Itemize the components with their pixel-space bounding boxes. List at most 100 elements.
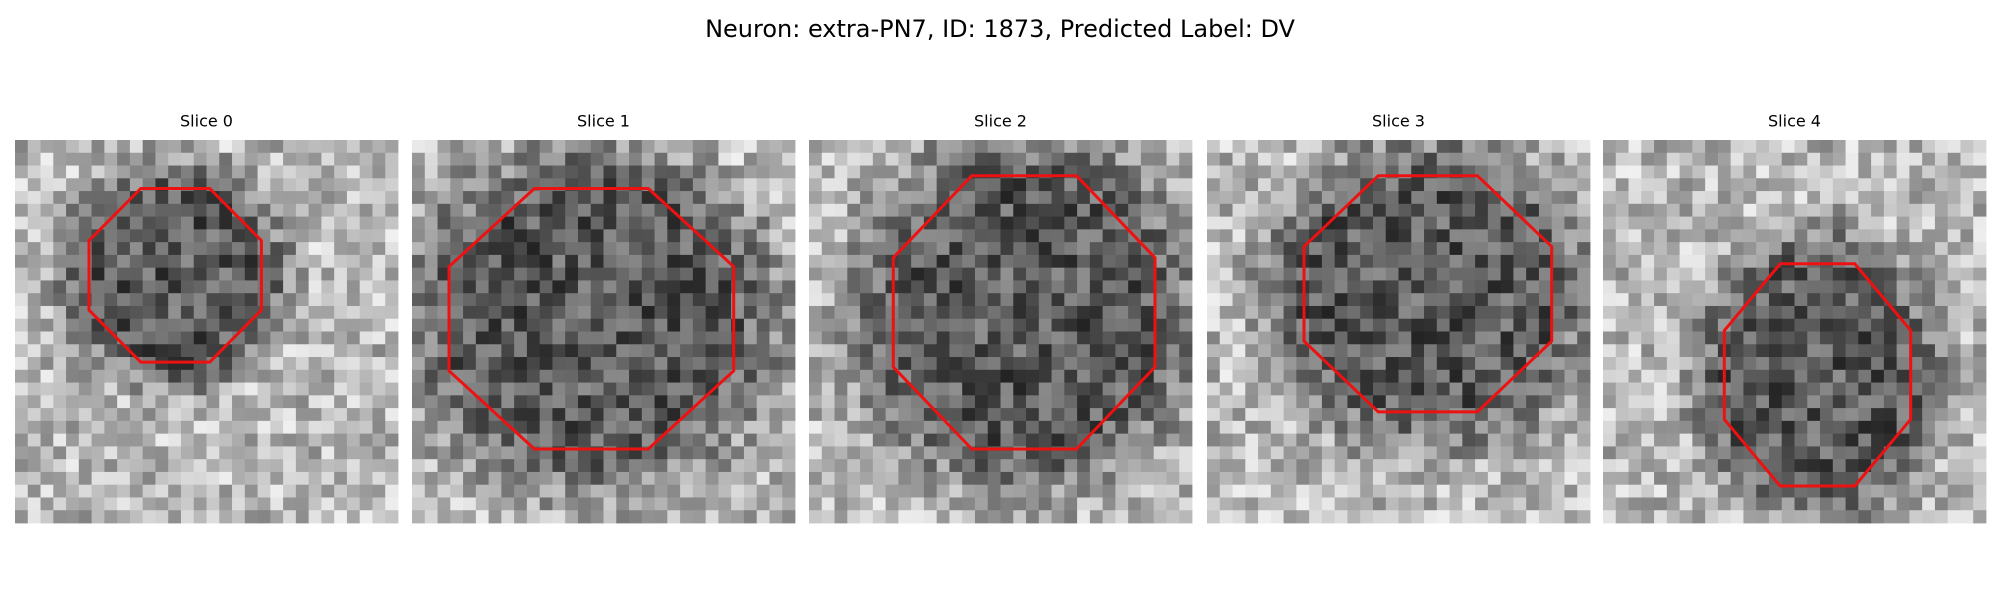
- pixel: [1026, 471, 1040, 486]
- pixel: [270, 152, 284, 166]
- pixel: [834, 140, 848, 154]
- pixel: [1820, 242, 1834, 256]
- pixel: [27, 408, 41, 422]
- pixel: [1871, 357, 1885, 371]
- pixel: [334, 382, 348, 396]
- pixel: [847, 165, 861, 179]
- pixel: [1219, 165, 1233, 179]
- pixel: [321, 229, 335, 243]
- pixel: [1756, 203, 1770, 217]
- pixel: [616, 357, 630, 371]
- pixel: [1153, 152, 1167, 166]
- pixel: [1743, 497, 1757, 511]
- pixel: [1756, 382, 1770, 396]
- pixel: [424, 318, 438, 332]
- pixel: [412, 318, 426, 332]
- pixel: [1909, 203, 1923, 217]
- pixel: [1051, 280, 1065, 294]
- pixel: [1462, 420, 1476, 435]
- pixel: [168, 420, 182, 435]
- pixel: [782, 420, 796, 435]
- pixel: [1089, 178, 1104, 192]
- pixel: [372, 280, 386, 294]
- pixel: [1896, 344, 1910, 358]
- pixel: [705, 408, 719, 422]
- pixel: [180, 293, 195, 307]
- pixel: [923, 497, 938, 511]
- pixel: [1820, 203, 1834, 217]
- pixel: [1270, 267, 1284, 281]
- pixel: [514, 357, 528, 371]
- pixel: [1179, 344, 1193, 358]
- pixel: [168, 433, 182, 447]
- pixel: [705, 229, 719, 243]
- pixel: [424, 254, 438, 269]
- pixel: [1102, 242, 1116, 256]
- pixel: [437, 497, 451, 511]
- pixel: [1051, 305, 1065, 320]
- pixel: [1436, 267, 1450, 281]
- pixel: [1922, 497, 1936, 511]
- pixel: [1140, 395, 1155, 409]
- pixel: [117, 293, 131, 307]
- pixel: [885, 165, 899, 179]
- pixel: [872, 484, 886, 498]
- pixel: [974, 369, 989, 383]
- pixel: [180, 510, 195, 524]
- pixel: [1526, 420, 1540, 435]
- pixel: [1487, 484, 1502, 498]
- pixel: [1283, 216, 1297, 230]
- pixel: [911, 420, 925, 435]
- pixel: [1883, 318, 1898, 332]
- pixel: [539, 497, 553, 511]
- pixel: [1102, 229, 1116, 243]
- pixel: [654, 357, 668, 371]
- pixel: [552, 267, 566, 281]
- pixel: [1615, 369, 1629, 383]
- pixel: [1283, 267, 1297, 281]
- pixel: [1832, 254, 1846, 269]
- pixel: [219, 357, 233, 371]
- pixel: [244, 408, 258, 422]
- pixel: [936, 165, 950, 179]
- pixel: [743, 267, 758, 281]
- pixel: [1526, 433, 1540, 447]
- pixel: [1207, 242, 1221, 256]
- pixel: [78, 318, 92, 332]
- pixel: [860, 382, 874, 396]
- pixel: [782, 484, 796, 498]
- pixel: [692, 357, 707, 371]
- pixel: [1334, 140, 1348, 154]
- pixel: [27, 331, 41, 345]
- pixel: [1064, 293, 1078, 307]
- pixel: [1089, 446, 1104, 460]
- pixel: [1258, 280, 1272, 294]
- pixel: [1321, 484, 1336, 498]
- pixel: [295, 484, 310, 498]
- pixel: [936, 344, 950, 358]
- pixel: [450, 203, 464, 217]
- pixel: [1372, 152, 1387, 166]
- pixel: [1245, 382, 1259, 396]
- pixel: [1296, 152, 1310, 166]
- pixel: [1026, 510, 1040, 524]
- pixel: [1026, 203, 1040, 217]
- pixel: [1947, 344, 1961, 358]
- pixel: [923, 331, 938, 345]
- pixel: [1820, 369, 1834, 383]
- pixel: [155, 229, 169, 243]
- pixel: [1296, 471, 1310, 486]
- pixel: [782, 395, 796, 409]
- pixel: [1102, 165, 1116, 179]
- pixel: [718, 254, 732, 269]
- pixel: [1166, 191, 1180, 205]
- pixel: [1883, 369, 1898, 383]
- image-panel: [412, 140, 796, 524]
- pixel: [321, 165, 335, 179]
- pixel: [27, 140, 41, 154]
- pixel: [847, 408, 861, 422]
- pixel: [1756, 165, 1770, 179]
- pixel: [437, 357, 451, 371]
- pixel: [1245, 459, 1259, 473]
- pixel: [1000, 382, 1014, 396]
